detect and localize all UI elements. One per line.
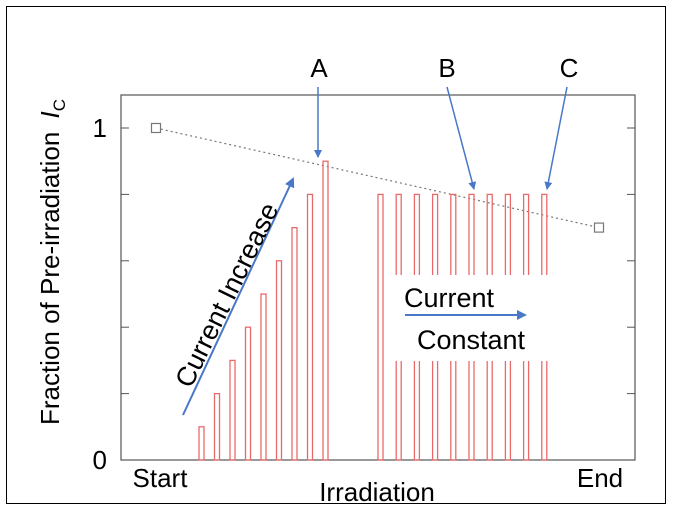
axis-ticks [121, 127, 635, 395]
bar-increase-7 [306, 193, 314, 461]
bar-increase-2 [229, 359, 236, 461]
current-constant-text-line2: Constant [417, 325, 526, 355]
y-tick-label-0: 0 [93, 445, 107, 475]
x-tick-label-end: End [577, 463, 623, 493]
bar-increase-3 [244, 326, 252, 461]
current-increase-text: Current Increase [169, 198, 284, 392]
bar-increase-8 [322, 160, 329, 461]
marker-label-c: C [560, 53, 579, 83]
reference-marker-end [593, 222, 605, 233]
current-increase-arrow [182, 177, 295, 416]
figure-frame: Fraction of Pre-irradiation IC 1 0 Start… [6, 6, 666, 505]
bar-increase-5 [275, 260, 283, 461]
marker-label-a: A [310, 53, 328, 83]
marker-label-b: B [438, 53, 455, 83]
reference-line [150, 122, 605, 233]
arrow-b [446, 86, 477, 190]
bar-increase-6 [291, 226, 298, 461]
bar-constant-0 [377, 193, 384, 461]
reference-dotted-line [155, 127, 600, 229]
reference-marker-start [150, 122, 162, 134]
arrow-c [544, 86, 568, 190]
y-axis-label: Fraction of Pre-irradiation IC [35, 99, 69, 425]
bar-increase-4 [260, 293, 267, 461]
y-tick-label-1: 1 [93, 113, 107, 143]
bar-increase-1 [213, 392, 221, 461]
current-constant-text-line1: Current [404, 283, 495, 313]
irradiation-chart: Fraction of Pre-irradiation IC 1 0 Start… [35, 53, 636, 505]
bar-increase-0 [198, 426, 205, 461]
x-tick-label-start: Start [133, 463, 189, 493]
x-axis-label: Irradiation [319, 477, 435, 505]
